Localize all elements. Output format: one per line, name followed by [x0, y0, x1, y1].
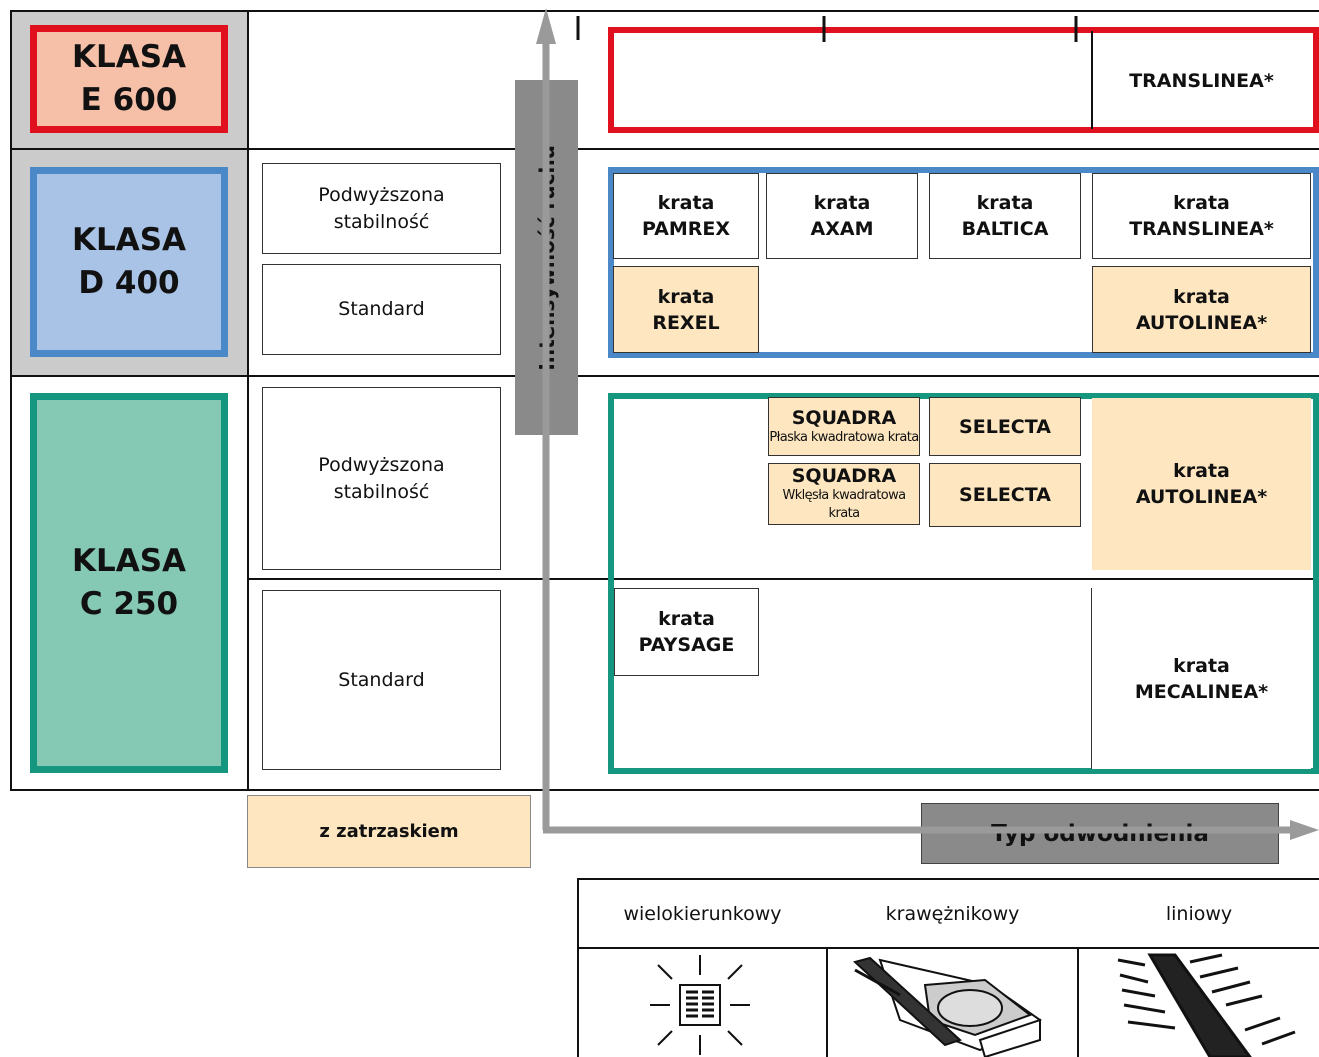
product-cell: SELECTA [929, 463, 1081, 527]
drain-type: wielokierunkowy [623, 902, 782, 925]
stability-label: Podwyższona stabilność [262, 163, 501, 254]
product-note: Płaska kwadratowa krata [769, 429, 919, 445]
table-line [577, 947, 1319, 949]
class-label: KLASA E 600 [30, 25, 228, 133]
table-line [577, 878, 1319, 880]
icon-curb [852, 956, 1042, 1057]
drain-type: krawężnikowy [885, 902, 1020, 925]
product-cell: krata AXAM [766, 173, 918, 259]
class-label: KLASA C 250 [30, 393, 228, 773]
product-cell: TRANSLINEA* [1129, 69, 1274, 92]
product-cell: SQUADRA Wklęsła kwadratowa krata [768, 463, 920, 525]
product-cell: krata REXEL [613, 266, 759, 353]
legend: z zatrzaskiem [247, 795, 531, 868]
frame [608, 393, 1319, 774]
product-note: Wklęsła kwadratowa krata [782, 488, 906, 521]
icon-linear [1117, 953, 1296, 1057]
product-cell: krata TRANSLINEA* [1092, 173, 1311, 259]
icon-multi [650, 955, 750, 1055]
frame [608, 27, 1319, 133]
product-cell: krata AUTOLINEA* [1092, 266, 1311, 353]
table-line [10, 375, 1319, 377]
table-line [1077, 947, 1079, 1057]
product-cell: SQUADRA Płaska kwadratowa krata [768, 397, 920, 456]
product-cell: SELECTA [929, 397, 1081, 456]
product-cell: krata PAMREX [613, 173, 759, 259]
table-line [247, 578, 1319, 580]
drain-type: liniowy [1165, 902, 1233, 925]
arrow-head [536, 8, 556, 44]
product-cell: krata MECALINEA* [1091, 588, 1311, 769]
stability-label: Podwyższona stabilność [262, 387, 501, 570]
table-line [826, 947, 828, 1057]
table-line [10, 148, 1319, 150]
frame [608, 167, 1319, 358]
table-line [10, 789, 1319, 791]
table-line [10, 10, 12, 791]
table-line [247, 10, 249, 791]
product-name: SQUADRA [791, 406, 897, 429]
product-cell: krata AUTOLINEA* [1092, 398, 1311, 570]
divider [1091, 31, 1093, 129]
product-name: SQUADRA [791, 465, 897, 487]
table-line [10, 10, 1319, 12]
stability-label: Standard [262, 264, 501, 355]
class-label: KLASA D 400 [30, 167, 228, 357]
table-line [577, 878, 579, 1057]
product-cell: krata PAYSAGE [614, 588, 759, 676]
stability-label: Standard [262, 590, 501, 770]
product-cell: krata BALTICA [929, 173, 1081, 259]
arrow-head [1290, 820, 1319, 840]
